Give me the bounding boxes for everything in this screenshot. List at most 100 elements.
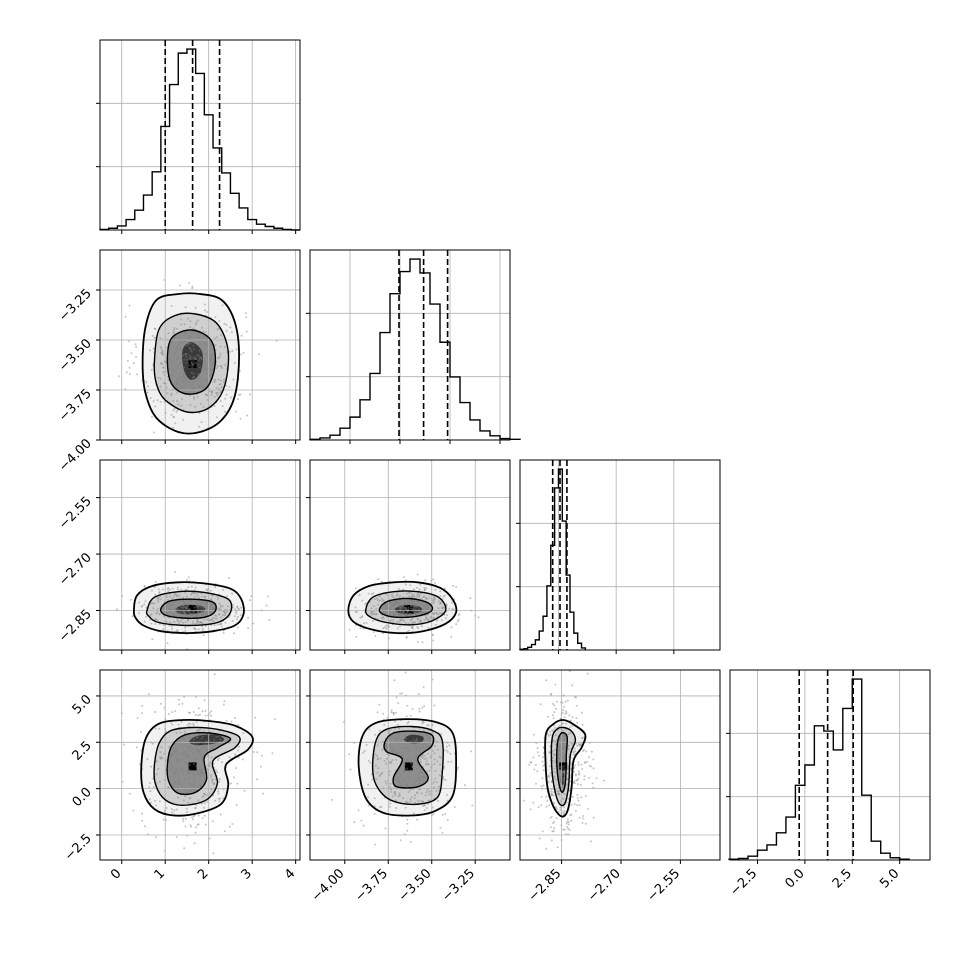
scatter-point	[554, 683, 557, 686]
scatter-point	[204, 372, 207, 374]
density-1-2	[348, 581, 457, 634]
scatter-point	[557, 760, 560, 763]
scatter-point	[161, 363, 164, 366]
scatter-point	[412, 621, 415, 624]
scatter-point	[409, 599, 412, 602]
scatter-point	[561, 748, 564, 751]
scatter-point	[417, 618, 420, 621]
panel-frame-1-0	[99, 249, 301, 441]
scatter-point	[400, 738, 403, 741]
scatter-point	[538, 754, 541, 757]
scatter-point	[356, 610, 359, 613]
scatter-point	[572, 751, 575, 754]
scatter-point	[425, 745, 428, 747]
scatter-point	[406, 818, 409, 821]
scatter-point	[400, 613, 403, 616]
scatter-point	[197, 610, 200, 613]
scatter-point	[167, 590, 170, 593]
scatter-point	[388, 786, 391, 789]
scatter-point	[421, 722, 424, 725]
scatter-point	[416, 792, 419, 795]
scatter-point	[153, 602, 156, 605]
scatter-point	[376, 599, 379, 601]
scatter-point	[156, 619, 159, 622]
scatter-point	[147, 693, 150, 696]
scatter-point	[167, 586, 170, 589]
scatter-point	[441, 606, 443, 609]
scatter-point	[389, 729, 392, 732]
scatter-point	[359, 627, 362, 630]
scatter-point	[193, 789, 195, 792]
scatter-point	[360, 616, 363, 619]
scatter-point	[418, 595, 421, 598]
scatter-point	[446, 793, 449, 796]
scatter-point	[384, 743, 387, 746]
scatter-point	[206, 768, 209, 771]
scatter-point	[423, 809, 426, 812]
scatter-point	[175, 749, 177, 752]
scatter-point	[165, 807, 168, 809]
scatter-point	[370, 607, 373, 610]
scatter-point	[443, 594, 446, 597]
scatter-point	[180, 323, 183, 326]
scatter-point	[184, 620, 187, 623]
scatter-point	[173, 749, 176, 752]
scatter-point	[208, 611, 211, 614]
scatter-point	[376, 603, 379, 606]
scatter-point	[393, 607, 396, 610]
scatter-point	[223, 322, 226, 325]
scatter-point	[426, 724, 429, 727]
scatter-point	[177, 723, 180, 726]
scatter-point	[555, 807, 558, 810]
scatter-point	[154, 618, 157, 621]
scatter-point	[399, 608, 402, 611]
scatter-point	[396, 612, 399, 615]
scatter-point	[547, 774, 550, 777]
scatter-point	[567, 748, 570, 751]
scatter-point	[411, 770, 413, 773]
scatter-point	[450, 626, 453, 629]
scatter-point	[575, 704, 578, 707]
scatter-point	[533, 733, 535, 736]
scatter-point	[373, 797, 376, 800]
scatter-point	[191, 747, 194, 750]
scatter-point	[550, 792, 553, 795]
contour-line-2-3-2	[556, 731, 569, 793]
scatter-point	[398, 792, 401, 795]
scatter-point	[158, 613, 161, 616]
scatter-point	[602, 779, 605, 782]
scatter-point	[439, 602, 442, 605]
scatter-point	[192, 742, 195, 745]
scatter-point	[385, 762, 388, 765]
density-peak-2-3	[559, 762, 568, 771]
scatter-point	[361, 615, 364, 618]
y-tick-label-3-2: 0.0	[70, 785, 95, 810]
scatter-point	[582, 750, 584, 752]
scatter-point	[427, 606, 430, 609]
scatter-point	[457, 766, 460, 769]
scatter-point	[149, 349, 152, 352]
scatter-point	[415, 610, 418, 613]
scatter-point	[394, 602, 397, 605]
density-level-1-3-3	[403, 734, 424, 744]
scatter-point	[415, 759, 418, 762]
scatter-point	[573, 782, 576, 785]
scatter-point	[192, 620, 195, 623]
scatter-point	[168, 362, 171, 365]
scatter-point	[177, 630, 180, 633]
scatter-point	[385, 624, 388, 627]
scatter-point	[138, 601, 141, 604]
scatter-point	[409, 619, 412, 622]
scatter-point	[588, 756, 591, 759]
scatter-point	[216, 597, 219, 600]
scatter-point	[225, 384, 228, 387]
scatter-point	[437, 799, 440, 802]
scatter-point	[256, 751, 259, 754]
scatter-point	[393, 604, 396, 607]
scatter-point	[189, 788, 192, 791]
scatter-point	[427, 606, 429, 608]
scatter-point	[190, 371, 193, 374]
scatter-point	[201, 735, 204, 738]
scatter-point	[209, 341, 212, 343]
scatter-point	[223, 736, 225, 739]
